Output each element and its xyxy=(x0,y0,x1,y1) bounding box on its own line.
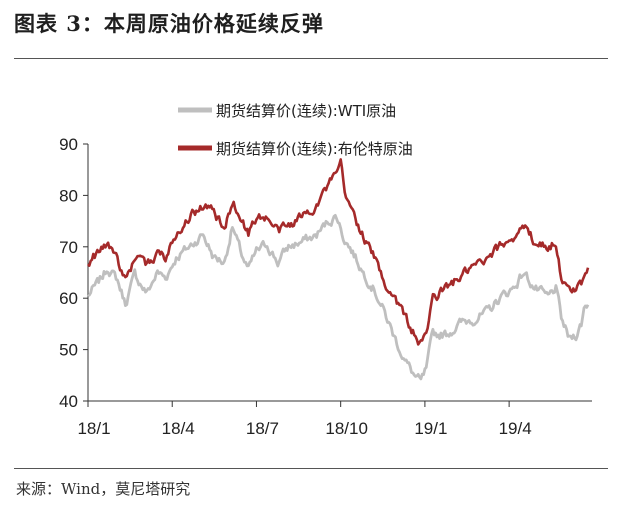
series-line-brent xyxy=(87,158,590,346)
figure-title: 图表 3：本周原油价格延续反弹 xyxy=(14,11,324,36)
y-tick-label: 60 xyxy=(59,289,78,308)
top-rule xyxy=(14,58,608,59)
legend-label-wti: 期货结算价(连续):WTI原油 xyxy=(216,102,396,120)
x-tick-label: 18/7 xyxy=(246,419,279,438)
y-tick-label: 70 xyxy=(59,238,78,257)
x-tick-label: 18/1 xyxy=(77,419,110,438)
y-tick-label: 80 xyxy=(59,186,78,205)
x-tick-label: 18/4 xyxy=(162,419,195,438)
x-tick-label: 19/4 xyxy=(499,419,532,438)
x-tick-label: 18/10 xyxy=(325,419,368,438)
x-tick-label: 19/1 xyxy=(414,419,447,438)
series-line-wti xyxy=(87,214,590,381)
y-tick-label: 90 xyxy=(59,135,78,154)
y-tick-label: 50 xyxy=(59,341,78,360)
y-tick-label: 40 xyxy=(59,392,78,411)
legend-label-brent: 期货结算价(连续):布伦特原油 xyxy=(216,140,413,158)
bottom-rule xyxy=(14,468,608,469)
source-note: 来源：Wind，莫尼塔研究 xyxy=(16,480,191,498)
